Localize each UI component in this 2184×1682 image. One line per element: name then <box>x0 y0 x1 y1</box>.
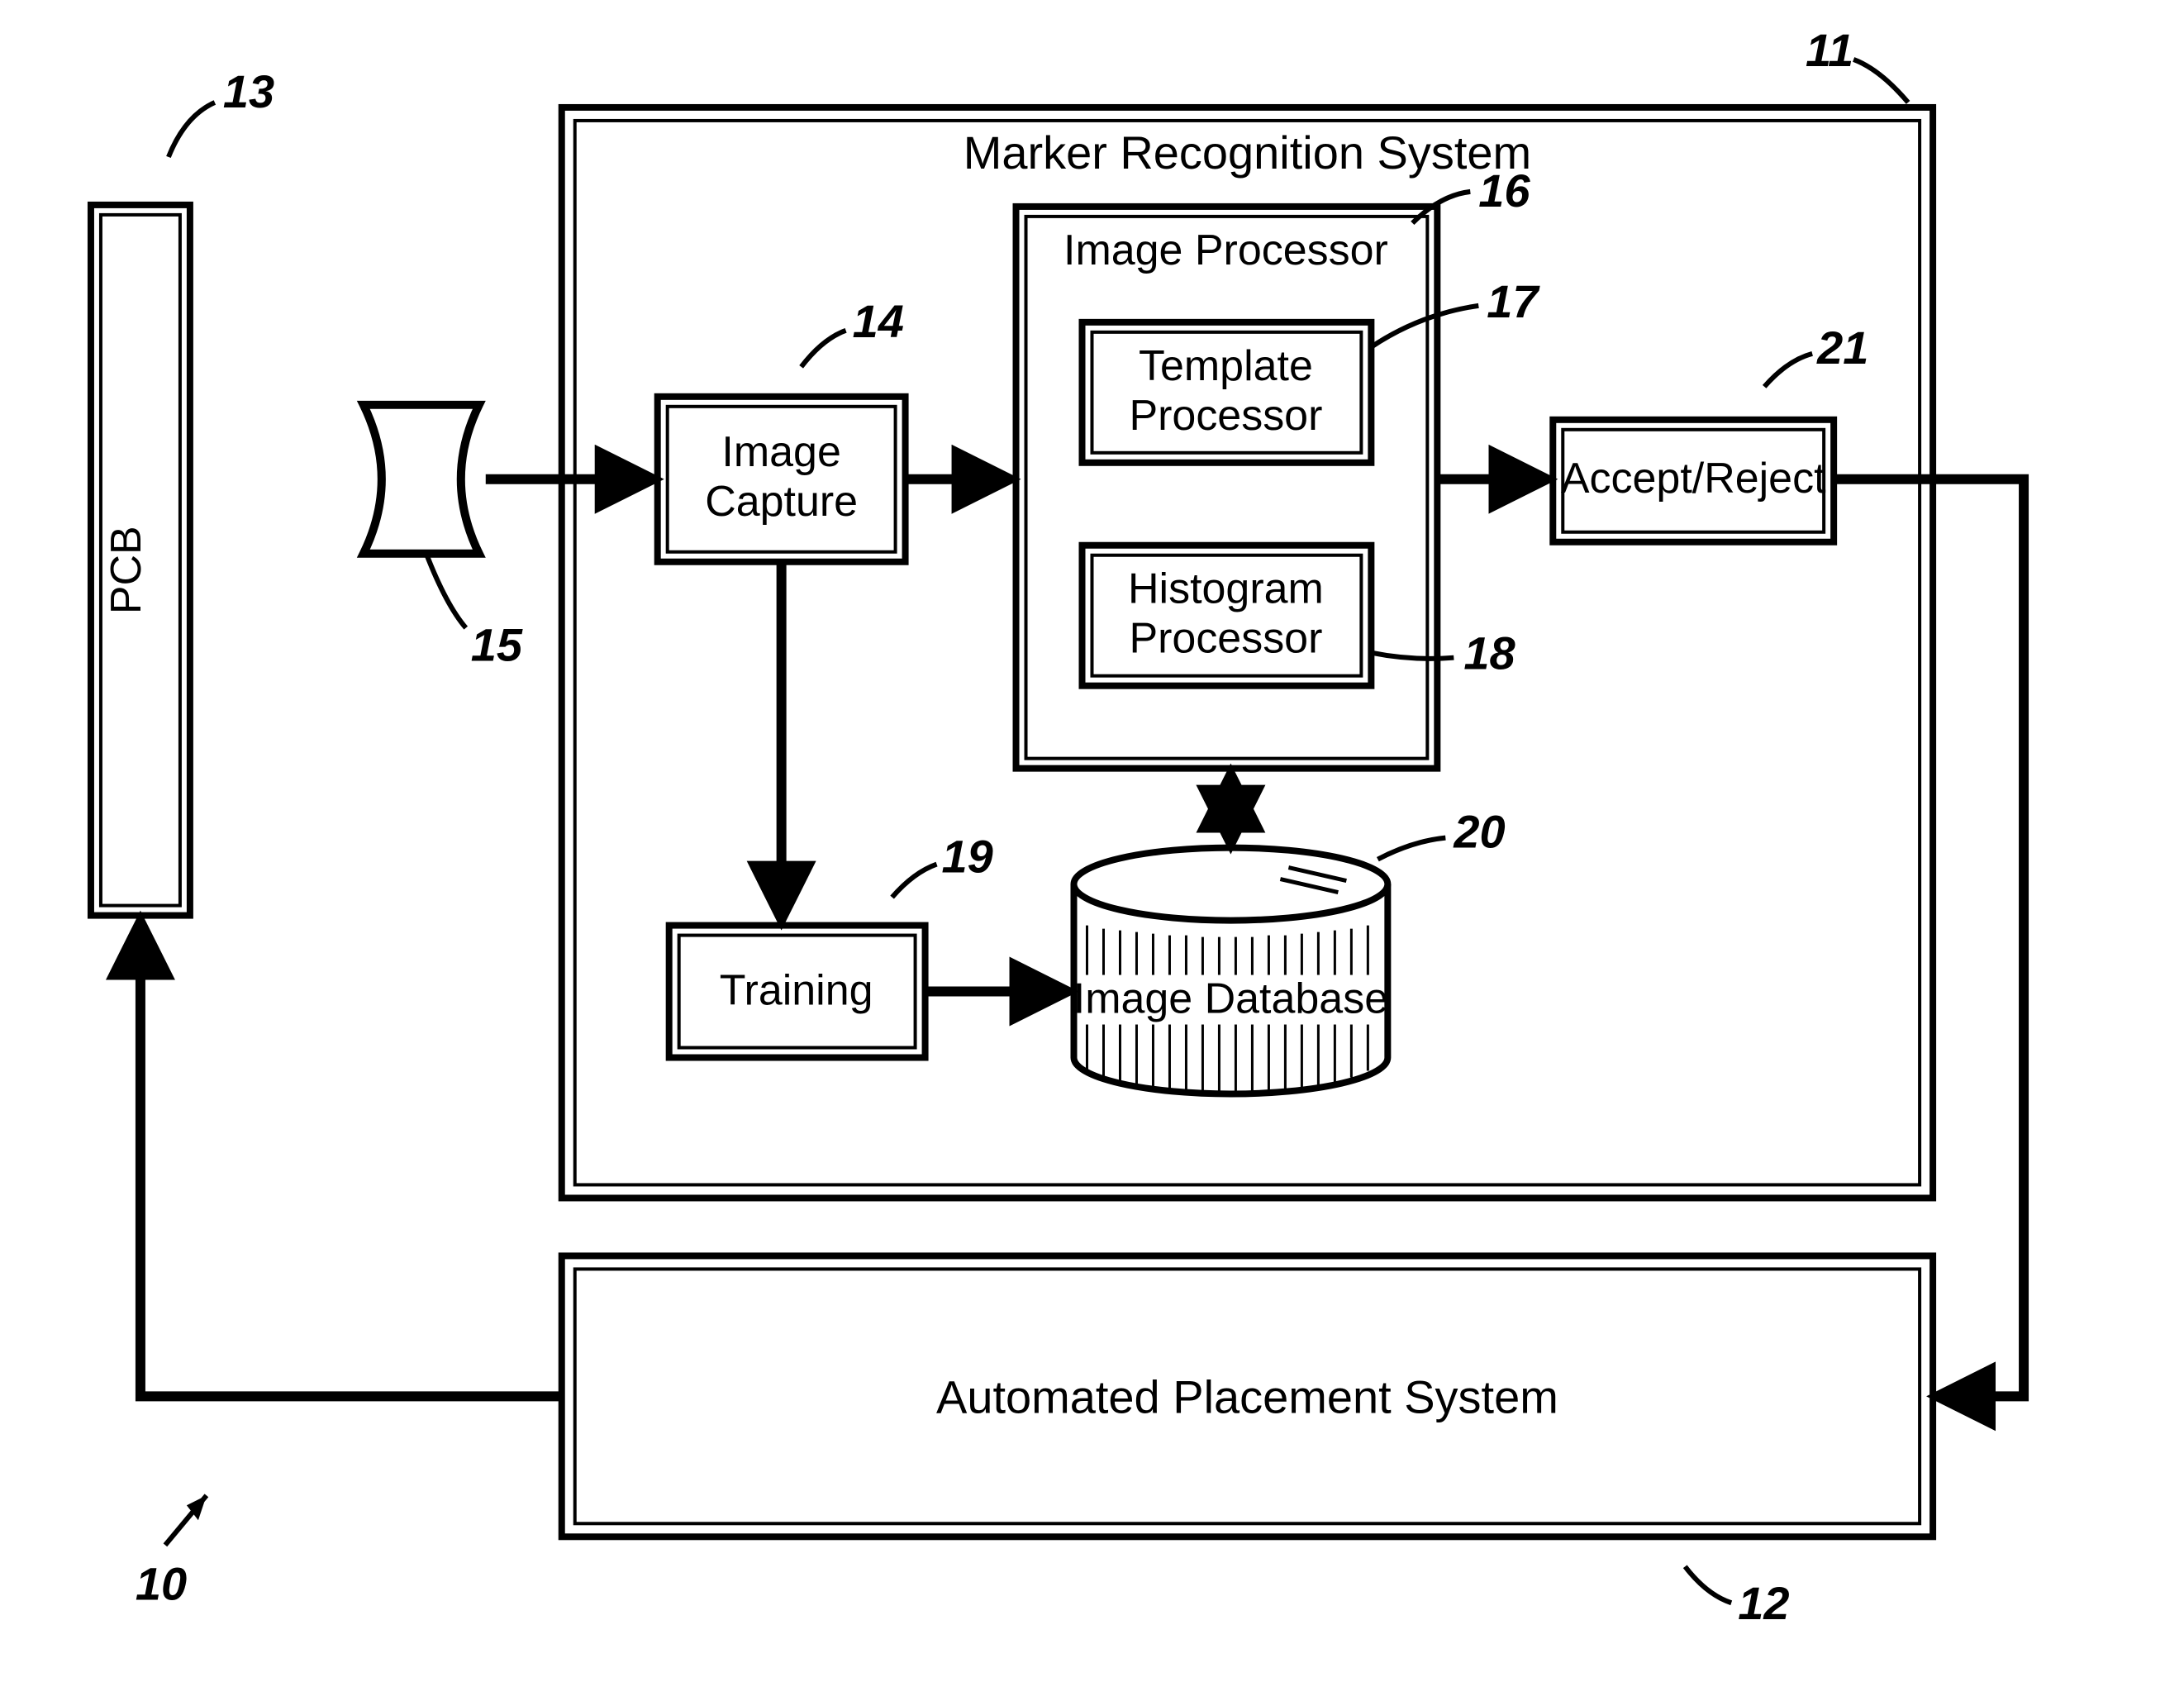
leader-15 <box>426 554 466 628</box>
leader-20 <box>1377 838 1445 860</box>
ref-13: 13 <box>223 65 274 117</box>
accept-reject-label: Accept/Reject <box>1561 455 1826 503</box>
svg-text:Processor: Processor <box>1129 392 1322 440</box>
ref-15: 15 <box>471 619 523 671</box>
image-database-label: Image Database <box>1073 975 1388 1023</box>
image-capture-label-1: Image <box>721 428 840 476</box>
leader-14 <box>802 331 846 367</box>
training-block: Training <box>669 926 925 1058</box>
leader-12 <box>1685 1566 1731 1603</box>
ref-16: 16 <box>1478 164 1530 217</box>
svg-text:Template: Template <box>1139 342 1313 390</box>
leader-21 <box>1764 354 1812 387</box>
ref-10: 10 <box>136 1557 187 1609</box>
ref-19: 19 <box>942 831 993 883</box>
marker-title: Marker Recognition System <box>964 126 1531 179</box>
accept-reject-block: Accept/Reject <box>1553 420 1834 542</box>
leader-18 <box>1371 653 1454 659</box>
ref-17: 17 <box>1487 275 1540 327</box>
leader-13 <box>169 102 215 157</box>
svg-text:Capture: Capture <box>705 478 858 526</box>
ref-21: 21 <box>1816 322 1868 374</box>
system-diagram: PCB Marker Recognition System Image Capt… <box>0 0 2184 1682</box>
image-processor-title: Image Processor <box>1063 226 1388 274</box>
pcb-label: PCB <box>102 526 150 614</box>
leader-17 <box>1371 306 1478 347</box>
pcb-block: PCB <box>91 205 190 916</box>
camera-icon <box>364 405 479 554</box>
ref-14: 14 <box>853 295 904 347</box>
arrow-aps-to-pcb <box>140 931 562 1397</box>
svg-text:Processor: Processor <box>1129 615 1322 663</box>
training-label: Training <box>720 967 873 1015</box>
leader-11 <box>1853 60 1908 102</box>
histogram-processor-block: Histogram Processor <box>1082 546 1371 686</box>
ref-18: 18 <box>1463 627 1515 679</box>
ref-12: 12 <box>1738 1577 1789 1629</box>
automated-placement-block: Automated Placement System <box>562 1256 1933 1537</box>
ref-20: 20 <box>1453 806 1505 858</box>
ref-11: 11 <box>1806 24 1853 76</box>
image-database-block: Image Database <box>1073 848 1388 1094</box>
svg-text:Histogram: Histogram <box>1128 565 1324 613</box>
template-processor-block: Template Processor <box>1082 322 1371 463</box>
automated-placement-label: Automated Placement System <box>936 1370 1558 1422</box>
image-capture-block: Image Capture <box>658 397 906 562</box>
leader-19 <box>892 865 937 898</box>
